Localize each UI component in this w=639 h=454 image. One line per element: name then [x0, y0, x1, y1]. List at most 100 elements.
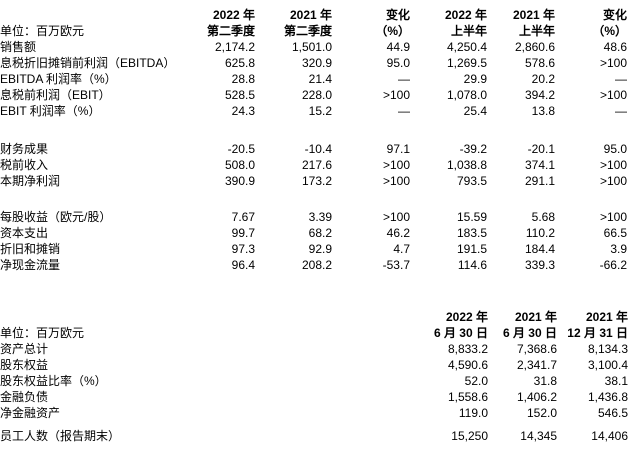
- column-header-line2: （%）: [375, 24, 410, 38]
- cell-value: >100: [599, 174, 627, 188]
- column-header: 2021 年 6 月 30 日: [488, 309, 557, 341]
- income-table-body: 销售额 2,174.2 1,501.0 44.9 4,250.4 2,860.6 48.6 息…: [0, 39, 627, 273]
- table-row: 折旧和摊销 97.3 92.9 4.7 191.5 184.4 3.9: [0, 241, 627, 257]
- cell-value: 21.4: [308, 72, 332, 86]
- cell-value: 7.67: [231, 210, 255, 224]
- cell-value: 5.68: [531, 210, 555, 224]
- cell-value: 208.2: [301, 258, 332, 272]
- column-header-line1: 2022 年: [445, 310, 488, 324]
- cell-value: 1,501.0: [291, 40, 332, 54]
- row-label: EBITDA 利润率（%）: [0, 72, 117, 86]
- cell-value: 1,078.0: [446, 88, 487, 102]
- cell-value: 183.5: [456, 226, 487, 240]
- column-header-line2: 12 月 31 日: [567, 326, 628, 340]
- cell-value: 96.4: [231, 258, 255, 272]
- cell-value: 1,558.6: [447, 390, 488, 404]
- cell-value: -10.4: [304, 142, 332, 156]
- cell-value: 3.39: [308, 210, 332, 224]
- cell-value: 31.8: [533, 374, 557, 388]
- cell-value: 97.1: [386, 142, 410, 156]
- column-header-line2: 上半年: [518, 24, 555, 38]
- column-header-line2: 上半年: [450, 24, 487, 38]
- table-row: 股东权益比率（%） 52.0 31.8 38.1: [0, 373, 628, 389]
- cell-value: 4.7: [393, 242, 410, 256]
- spacer-row: [0, 119, 627, 141]
- table-row: 股东权益 4,590.6 2,341.7 3,100.4: [0, 357, 628, 373]
- cell-value: 28.8: [231, 72, 255, 86]
- column-header-line1: 变化: [385, 8, 410, 22]
- row-label: 财务成果: [0, 142, 49, 156]
- cell-value: -66.2: [599, 258, 627, 272]
- cell-value: 394.2: [524, 88, 555, 102]
- row-label: 股东权益: [0, 358, 49, 372]
- table-row: 每股收益（欧元/股） 7.67 3.39 >100 15.59 5.68 >100: [0, 209, 627, 225]
- cell-value: 1,269.5: [446, 56, 487, 70]
- cell-value: 2,174.2: [214, 40, 255, 54]
- cell-value: 110.2: [525, 226, 555, 240]
- table-row: 本期净利润 390.9 173.2 >100 793.5 291.1 >100: [0, 173, 627, 189]
- column-header: 2022 年上半年: [410, 7, 487, 39]
- cell-value: >100: [382, 210, 410, 224]
- financial-report-page: 单位：百万欧元 2022 年第二季度 2021 年第二季度 变化 （%） 2022 年上半…: [0, 7, 628, 444]
- cell-value: 1,436.8: [587, 390, 628, 404]
- row-label: 税前收入: [0, 158, 49, 172]
- row-label: 净现金流量: [0, 258, 61, 272]
- column-header: 变化 （%）: [555, 7, 627, 39]
- row-label: 股东权益比率（%）: [0, 374, 107, 388]
- table-row: 净现金流量 96.4 208.2 -53.7 114.6 339.3 -66.2: [0, 257, 627, 273]
- cell-value: >100: [382, 158, 410, 172]
- table-row: 销售额 2,174.2 1,501.0 44.9 4,250.4 2,860.6 48.6: [0, 39, 627, 55]
- cell-value: >100: [599, 88, 627, 102]
- cell-value: 191.5: [456, 242, 487, 256]
- column-header-line1: 2021 年: [585, 310, 628, 324]
- cell-value: -39.2: [459, 142, 487, 156]
- cell-value: >100: [599, 56, 627, 70]
- row-label: EBIT 利润率（%）: [0, 104, 101, 118]
- table-row: 净金融资产 119.0 152.0 546.5: [0, 405, 628, 421]
- cell-value: 14,406: [591, 429, 628, 443]
- cell-value: 339.3: [524, 258, 555, 272]
- cell-value: 793.5: [456, 174, 487, 188]
- row-label: 销售额: [0, 40, 37, 54]
- cell-value: 8,134.3: [587, 342, 628, 356]
- cell-value: 14,345: [520, 429, 557, 443]
- table-row: 员工人数（报告期末） 15,250 14,345 14,406: [0, 428, 628, 444]
- cell-value: 46.2: [386, 226, 410, 240]
- table-row: 资本支出 99.7 68.2 46.2 183.5 110.2 66.5: [0, 225, 627, 241]
- row-label: 金融负债: [0, 390, 49, 404]
- column-header-line2: 第二季度: [206, 24, 255, 38]
- table-row: 财务成果 -20.5 -10.4 97.1 -39.2 -20.1 95.0: [0, 141, 627, 157]
- unit-label: 单位：百万欧元: [0, 24, 85, 38]
- cell-value: 4,250.4: [446, 40, 487, 54]
- row-label: 每股收益（欧元/股）: [0, 210, 112, 224]
- cell-value: 114.6: [457, 258, 487, 272]
- cell-value: -53.7: [382, 258, 410, 272]
- row-label: 员工人数（报告期末）: [0, 429, 121, 443]
- cell-value: >100: [599, 158, 627, 172]
- cell-value: 390.9: [224, 174, 255, 188]
- column-header: 变化 （%）: [332, 7, 410, 39]
- cell-value: 1,038.8: [446, 158, 487, 172]
- column-header-line1: 2021 年: [289, 8, 332, 22]
- cell-value: -20.5: [227, 142, 255, 156]
- column-header-line2: （%）: [592, 24, 627, 38]
- cell-value: 291.1: [524, 174, 555, 188]
- cell-value: 38.1: [604, 374, 628, 388]
- cell-value: 68.2: [308, 226, 332, 240]
- row-label: 息税折旧摊销前利润（EBITDA）: [0, 56, 176, 70]
- cell-value: 3,100.4: [587, 358, 628, 372]
- cell-value: -20.1: [527, 142, 555, 156]
- cell-value: 44.9: [386, 40, 410, 54]
- cell-value: 320.9: [301, 56, 332, 70]
- cell-value: 8,833.2: [447, 342, 488, 356]
- spacer-row: [0, 421, 628, 428]
- cell-value: >100: [599, 210, 627, 224]
- column-header-line2: 第二季度: [283, 24, 332, 38]
- cell-value: 528.5: [224, 88, 255, 102]
- cell-value: —: [615, 72, 627, 86]
- table-row: 息税折旧摊销前利润（EBITDA） 625.8 320.9 95.0 1,269.5 57…: [0, 55, 627, 71]
- cell-value: 29.9: [463, 72, 487, 86]
- cell-value: 99.7: [231, 226, 255, 240]
